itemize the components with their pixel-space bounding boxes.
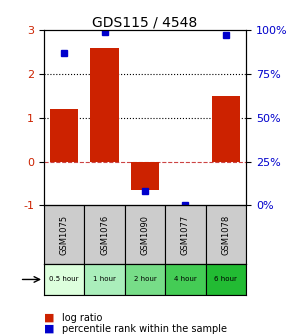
Bar bbox=[84, 264, 125, 295]
Text: GSM1075: GSM1075 bbox=[60, 215, 69, 255]
Text: log ratio: log ratio bbox=[62, 312, 102, 323]
Text: 1 hour: 1 hour bbox=[93, 277, 116, 283]
Bar bbox=[206, 264, 246, 295]
Text: 0.5 hour: 0.5 hour bbox=[50, 277, 79, 283]
Text: GSM1078: GSM1078 bbox=[222, 214, 230, 255]
Text: percentile rank within the sample: percentile rank within the sample bbox=[62, 324, 226, 334]
Bar bbox=[131, 162, 159, 190]
Bar bbox=[91, 48, 119, 162]
Bar bbox=[212, 96, 240, 162]
Text: 6 hour: 6 hour bbox=[214, 277, 237, 283]
Bar bbox=[50, 109, 78, 162]
Text: 2 hour: 2 hour bbox=[134, 277, 156, 283]
Bar bbox=[165, 264, 206, 295]
Bar bbox=[84, 205, 125, 264]
Text: ■: ■ bbox=[44, 312, 54, 323]
Text: GSM1090: GSM1090 bbox=[141, 215, 149, 255]
Bar bbox=[206, 205, 246, 264]
Bar bbox=[44, 205, 84, 264]
Bar bbox=[125, 264, 165, 295]
Bar bbox=[44, 264, 84, 295]
Bar bbox=[165, 205, 206, 264]
Text: GSM1077: GSM1077 bbox=[181, 214, 190, 255]
Bar bbox=[125, 205, 165, 264]
Text: ■: ■ bbox=[44, 324, 54, 334]
Title: GDS115 / 4548: GDS115 / 4548 bbox=[92, 15, 198, 29]
Text: 4 hour: 4 hour bbox=[174, 277, 197, 283]
Text: GSM1076: GSM1076 bbox=[100, 214, 109, 255]
